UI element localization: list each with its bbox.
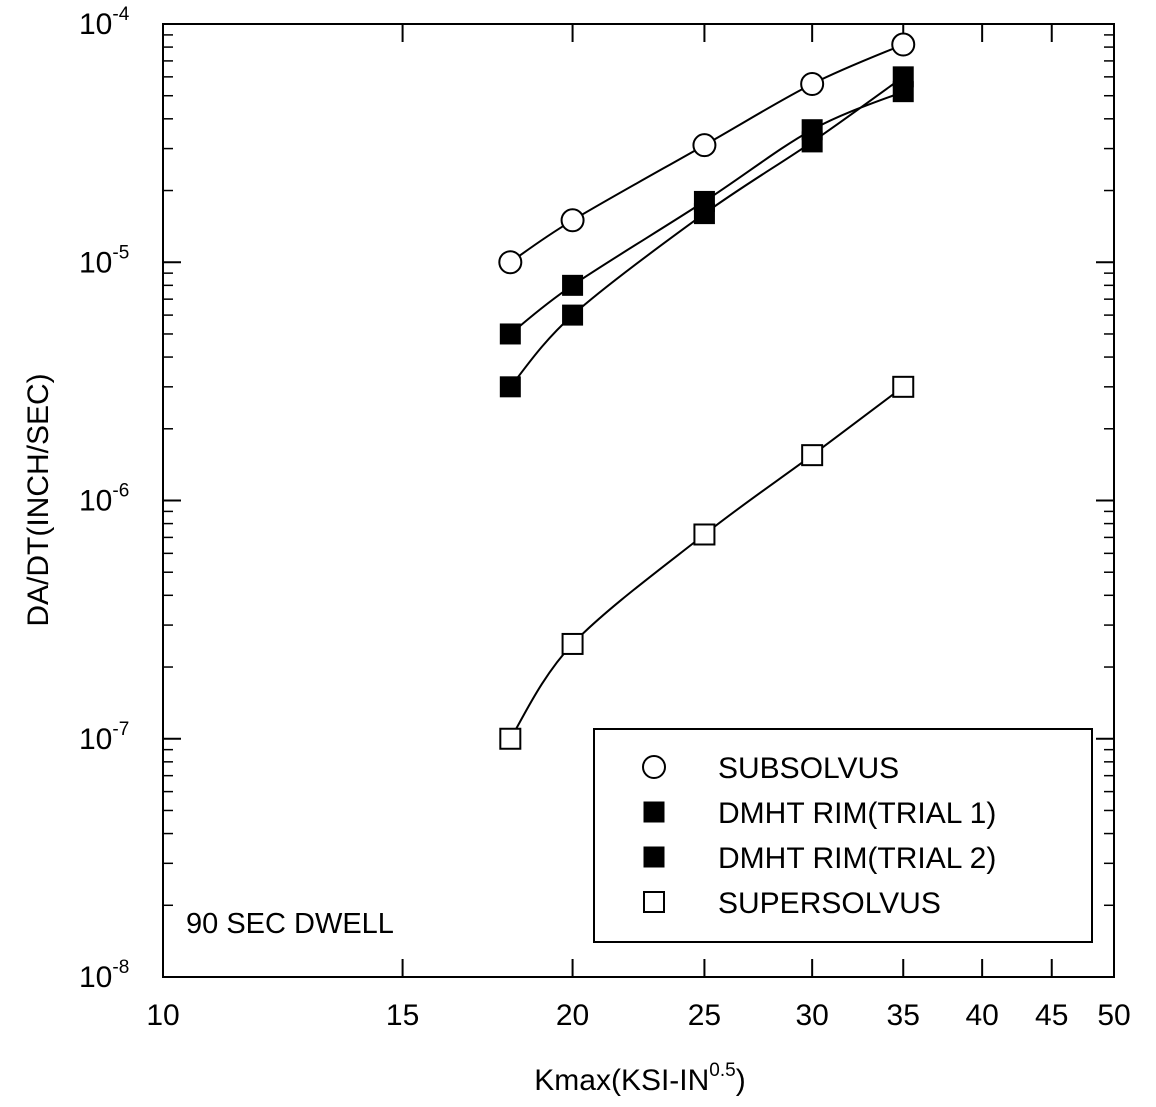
series-2-point: [562, 274, 584, 296]
series-4-point: [892, 375, 915, 398]
legend-label: SUPERSOLVUS: [718, 887, 941, 920]
y-tick-label-base: 10: [79, 485, 112, 518]
y-tick-label-exp: -4: [112, 4, 129, 25]
series-2-point: [499, 323, 521, 345]
x-axis-title-sup: 0.5: [709, 1060, 735, 1081]
series-1-point: [800, 71, 825, 96]
series-1-point: [498, 250, 523, 275]
x-tick-label: 25: [688, 999, 721, 1032]
y-tick-label-exp: -8: [112, 957, 129, 978]
series-1-point: [891, 32, 916, 57]
legend-label: SUBSOLVUS: [718, 752, 899, 785]
series-3-point: [499, 376, 521, 398]
legend: SUBSOLVUS DMHT RIM(TRIAL 1) DMHT RIM(TRIAL…: [593, 728, 1093, 943]
series-line-3: [509, 76, 904, 388]
series-4-point: [499, 727, 522, 750]
y-tick-label-base: 10: [79, 8, 112, 41]
legend-marker: [642, 755, 666, 779]
y-tick-label-exp: -6: [112, 481, 129, 502]
x-tick-label: 10: [146, 999, 179, 1032]
series-3-point: [693, 203, 715, 225]
x-tick-labels: 10 15 20 25 30 35 40 45 50: [146, 999, 1130, 1032]
y-axis-title: DA/DT(INCH/SEC): [22, 373, 55, 626]
x-tick-label: 50: [1097, 999, 1130, 1032]
x-tick-label: 30: [795, 999, 828, 1032]
x-tick-label: 20: [556, 999, 589, 1032]
series-line-4: [509, 386, 904, 740]
y-tick-label-exp: -5: [112, 242, 129, 263]
y-tick-label: 10-4: [79, 4, 130, 41]
legend-marker: [643, 801, 665, 823]
x-axis-title: Kmax(KSI-IN0.5): [534, 1060, 745, 1097]
series-3-point: [801, 131, 823, 153]
x-tick-label: 35: [887, 999, 920, 1032]
x-tick-label: 15: [386, 999, 419, 1032]
series-4-point: [693, 523, 716, 546]
series-markers: [498, 32, 916, 750]
x-tick-label: 45: [1035, 999, 1068, 1032]
y-tick-label-base: 10: [79, 723, 112, 756]
legend-marker: [643, 891, 665, 913]
x-axis-title-base: Kmax(KSI-IN: [534, 1064, 709, 1097]
series-4-point: [561, 632, 584, 655]
legend-marker: [643, 846, 665, 868]
y-tick-label: 10-7: [79, 719, 129, 756]
y-tick-label-base: 10: [79, 961, 112, 994]
y-tick-label-exp: -7: [112, 719, 129, 740]
legend-label: DMHT RIM(TRIAL 2): [718, 842, 996, 875]
y-tick-label: 10-6: [79, 481, 129, 518]
series-4-point: [801, 444, 824, 467]
series-1-point: [692, 133, 717, 158]
y-tick-label: 10-8: [79, 957, 129, 994]
y-tick-label: 10-5: [79, 242, 129, 279]
series-3-point: [892, 66, 914, 88]
y-tick-label-base: 10: [79, 246, 112, 279]
legend-box: [593, 728, 1093, 943]
x-axis-title-tail: ): [736, 1064, 746, 1097]
series-1-point: [560, 208, 585, 233]
series-3-point: [562, 304, 584, 326]
legend-label: DMHT RIM(TRIAL 1): [718, 797, 996, 830]
x-tick-label: 40: [965, 999, 998, 1032]
y-tick-labels: 10-810-710-610-510-4: [79, 4, 130, 994]
dwell-annotation: 90 SEC DWELL: [186, 908, 394, 940]
